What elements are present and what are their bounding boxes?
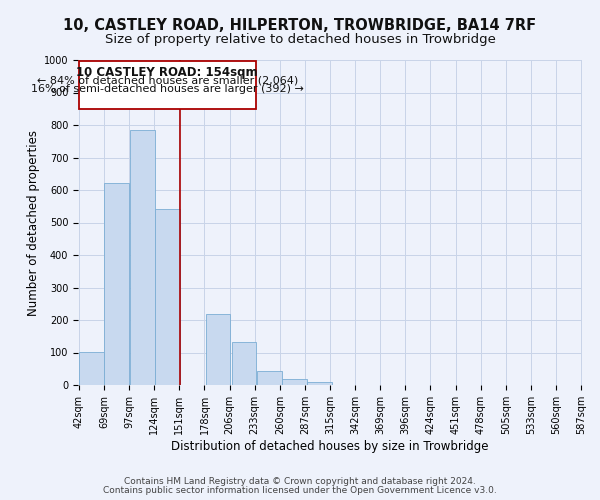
- Text: 10 CASTLEY ROAD: 154sqm: 10 CASTLEY ROAD: 154sqm: [76, 66, 258, 78]
- Bar: [282, 380, 307, 385]
- Text: Contains public sector information licensed under the Open Government Licence v3: Contains public sector information licen…: [103, 486, 497, 495]
- Text: Contains HM Land Registry data © Crown copyright and database right 2024.: Contains HM Land Registry data © Crown c…: [124, 477, 476, 486]
- Bar: [257, 370, 281, 385]
- Bar: [155, 208, 180, 385]
- Bar: [79, 352, 104, 385]
- Bar: [104, 183, 129, 385]
- Text: ← 84% of detached houses are smaller (2,064): ← 84% of detached houses are smaller (2,…: [37, 76, 298, 86]
- Bar: [130, 130, 155, 385]
- Bar: [232, 342, 256, 385]
- Text: Size of property relative to detached houses in Trowbridge: Size of property relative to detached ho…: [104, 32, 496, 46]
- Bar: [307, 382, 332, 385]
- X-axis label: Distribution of detached houses by size in Trowbridge: Distribution of detached houses by size …: [171, 440, 489, 452]
- Text: 16% of semi-detached houses are larger (392) →: 16% of semi-detached houses are larger (…: [31, 84, 304, 94]
- Bar: [206, 314, 230, 385]
- FancyBboxPatch shape: [79, 60, 256, 110]
- Text: 10, CASTLEY ROAD, HILPERTON, TROWBRIDGE, BA14 7RF: 10, CASTLEY ROAD, HILPERTON, TROWBRIDGE,…: [64, 18, 536, 32]
- Y-axis label: Number of detached properties: Number of detached properties: [26, 130, 40, 316]
